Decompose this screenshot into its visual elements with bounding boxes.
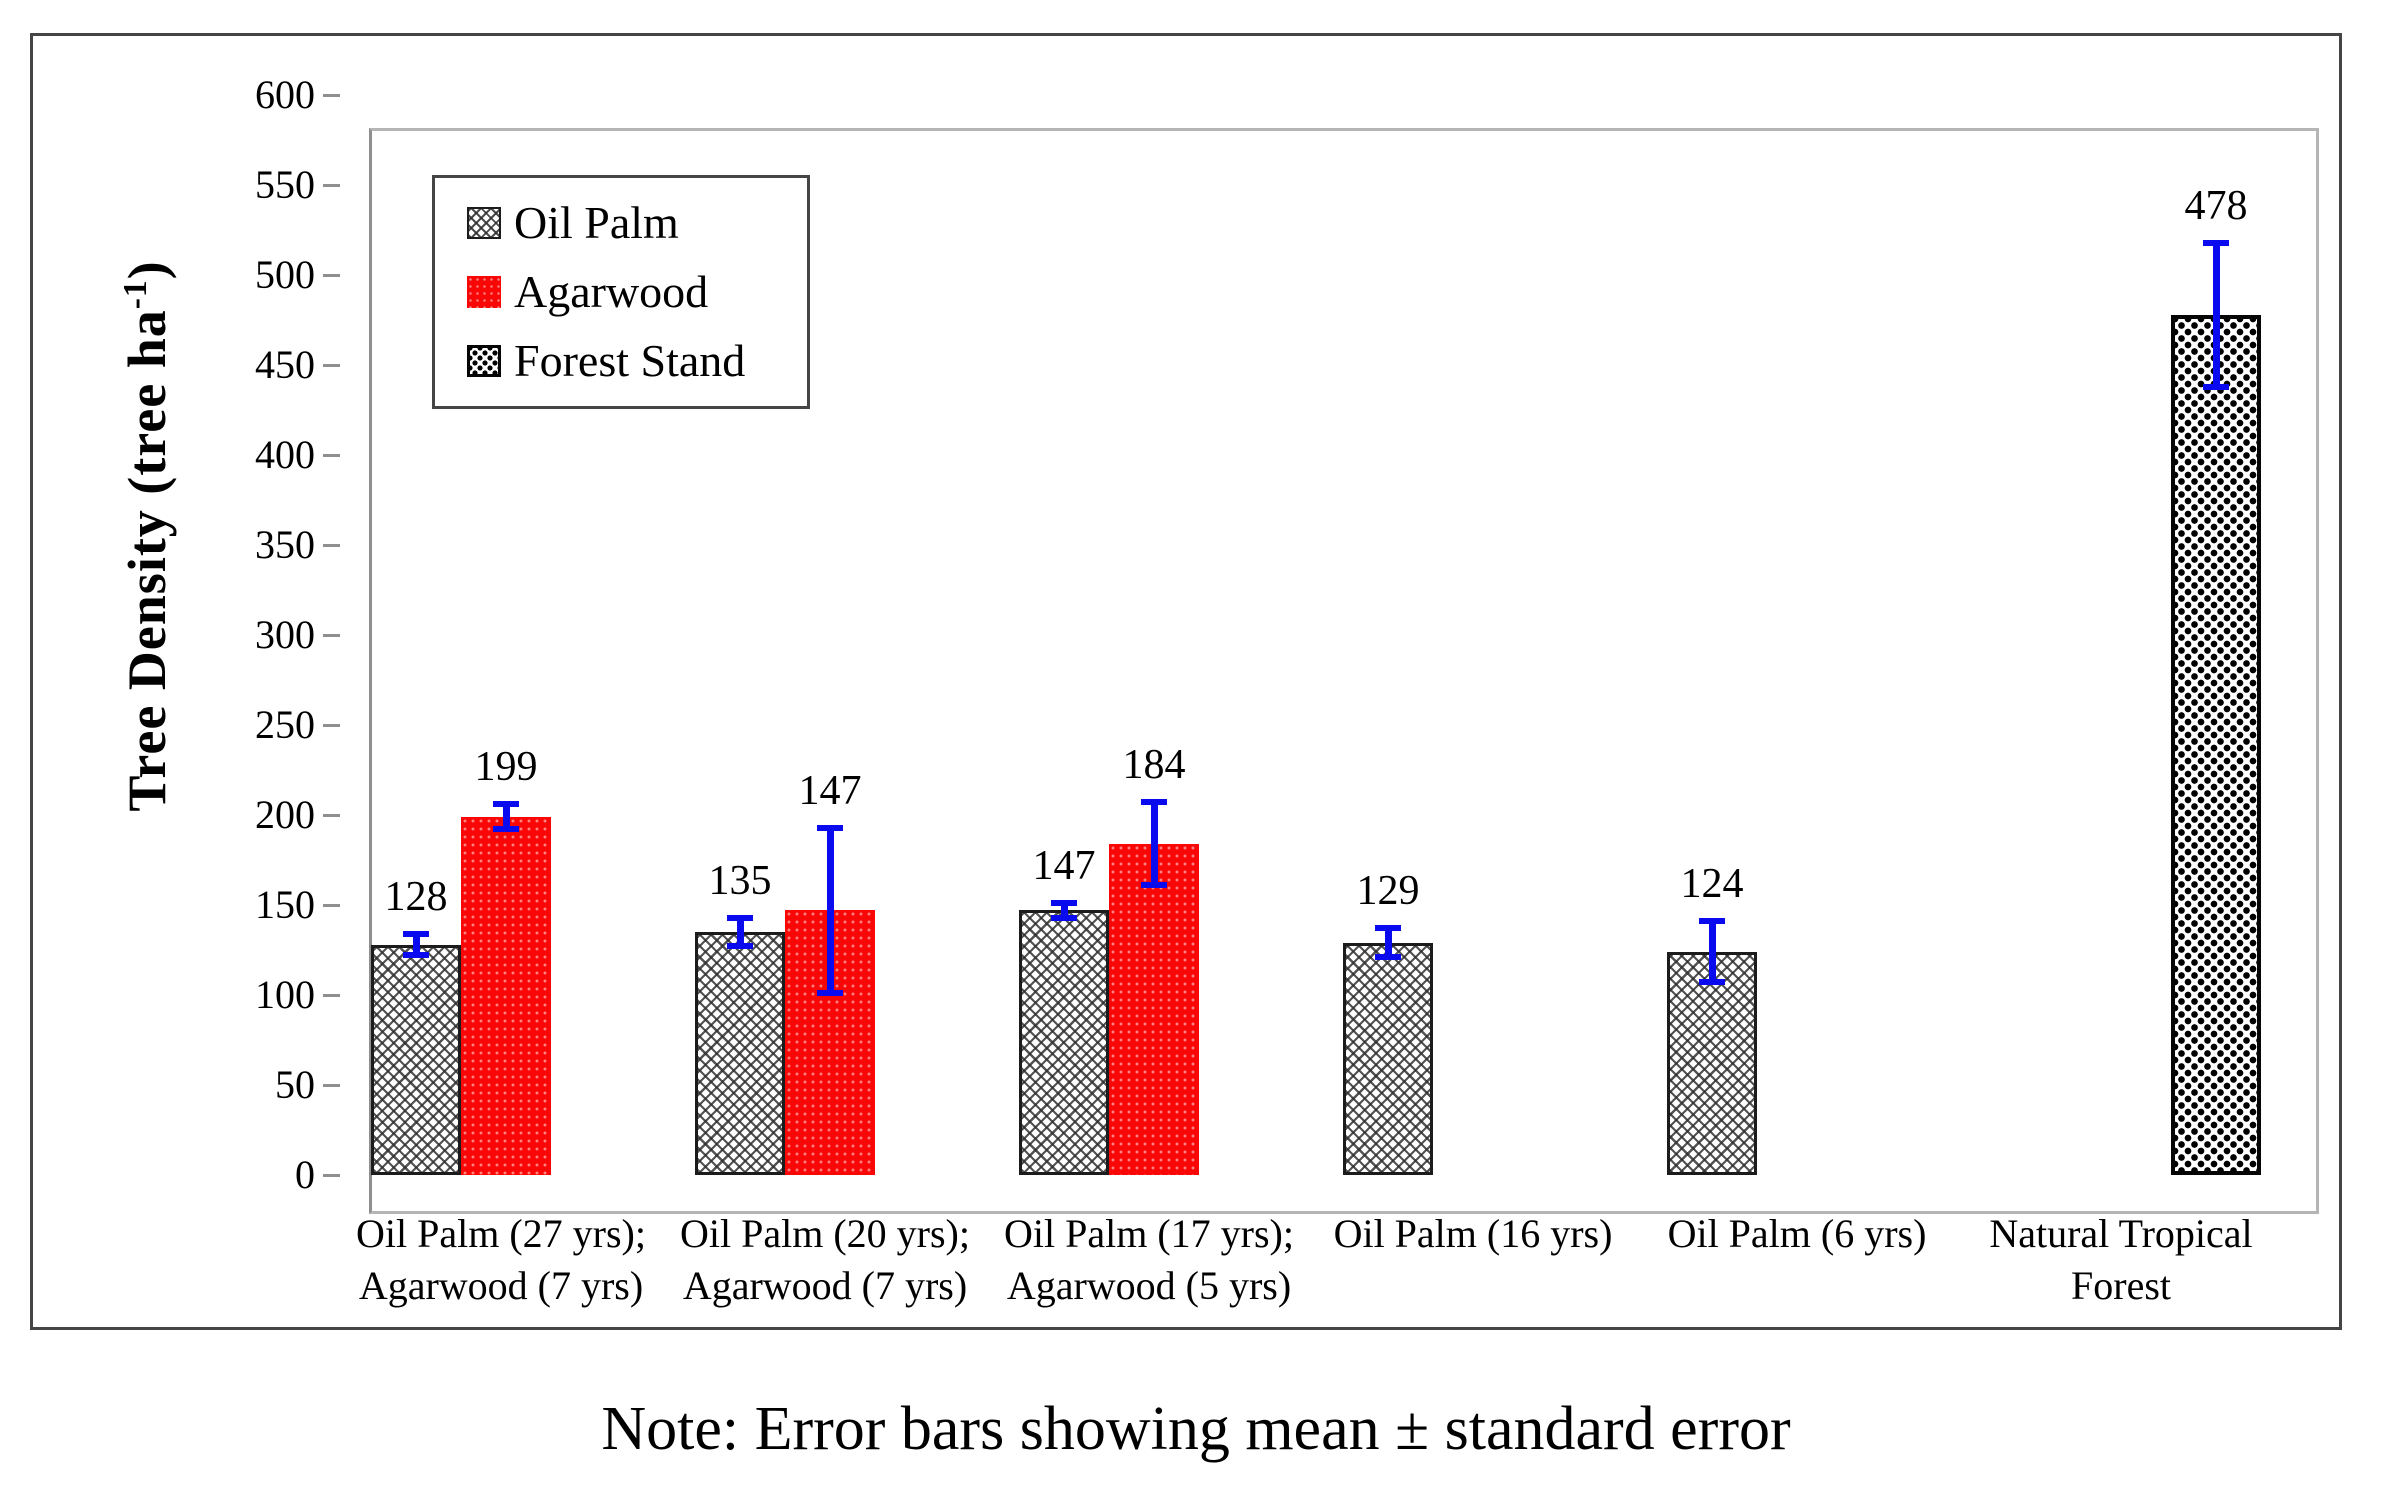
- bar-oilpalm-0: [371, 944, 461, 1175]
- error-bar-stem: [2212, 242, 2220, 387]
- x-category-label-0: Oil Palm (27 yrs); Agarwood (7 yrs): [356, 1211, 646, 1308]
- error-bar-stem: [1708, 921, 1716, 983]
- forest-stand-swatch-icon: [467, 345, 501, 378]
- x-category-label-3: Oil Palm (16 yrs): [1333, 1211, 1613, 1256]
- y-tick-label-100: 100: [255, 972, 315, 1017]
- error-bar-cap-top: [493, 801, 519, 808]
- y-tick-label-0: 0: [295, 1152, 315, 1197]
- y-tick-50: [323, 1084, 340, 1087]
- y-tick-0: [323, 1174, 340, 1177]
- error-bar-cap-top: [1141, 799, 1167, 806]
- error-bar-cap-bottom: [727, 943, 753, 950]
- agarwood-swatch-icon: [467, 275, 501, 308]
- error-bar-cap-bottom: [1051, 914, 1077, 921]
- error-bar-stem: [412, 933, 420, 956]
- error-bar-stem: [736, 917, 744, 947]
- value-label-oilpalm-4: 124: [1680, 861, 1744, 908]
- error-bar-cap-bottom: [493, 826, 519, 833]
- y-tick-label-450: 450: [255, 342, 315, 387]
- chart-note: Note: Error bars showing mean ± standard…: [601, 1395, 1791, 1463]
- y-tick-label-200: 200: [255, 792, 315, 837]
- error-bar-stem: [1060, 903, 1068, 918]
- x-category-label-2: Oil Palm (17 yrs); Agarwood (5 yrs): [1004, 1211, 1294, 1308]
- x-category-label-1: Oil Palm (20 yrs); Agarwood (7 yrs): [680, 1211, 970, 1308]
- error-bar-stem: [502, 804, 510, 830]
- y-tick-label-50: 50: [275, 1062, 315, 1107]
- y-tick-label-500: 500: [255, 252, 315, 297]
- y-tick-450: [323, 364, 340, 367]
- error-bar-cap-top: [403, 930, 429, 937]
- error-bar-cap-top: [1699, 918, 1725, 925]
- legend-label-agarwood: Agarwood: [514, 265, 709, 317]
- y-tick-label-300: 300: [255, 612, 315, 657]
- error-bar-cap-top: [2203, 239, 2229, 246]
- legend-item-agarwood: Agarwood: [467, 262, 807, 322]
- error-bar-stem: [1384, 928, 1392, 958]
- chart-layer: 0 50 100 150 200 250 300 350 400 450 500 550 600 Oil …: [33, 36, 2339, 1327]
- bar-oilpalm-2: [1019, 910, 1109, 1175]
- error-bar-stem: [1150, 802, 1158, 886]
- y-tick-label-250: 250: [255, 702, 315, 747]
- y-tick-550: [323, 184, 340, 187]
- error-bar-stem: [826, 827, 834, 994]
- y-tick-label-550: 550: [255, 162, 315, 207]
- y-tick-200: [323, 814, 340, 817]
- y-tick-150: [323, 904, 340, 907]
- error-bar-cap-top: [1051, 900, 1077, 907]
- bar-oilpalm-3: [1343, 942, 1433, 1175]
- x-category-label-5: Natural Tropical Forest: [1989, 1211, 2253, 1308]
- error-bar-cap-top: [727, 914, 753, 921]
- bar-oilpalm-4: [1667, 951, 1757, 1175]
- value-label-forest-5: 478: [2184, 182, 2248, 229]
- legend-item-forest-stand: Forest Stand: [467, 331, 807, 391]
- y-tick-label-600: 600: [255, 72, 315, 117]
- error-bar-cap-top: [817, 824, 843, 831]
- error-bar-cap-bottom: [1699, 979, 1725, 986]
- legend: Oil Palm Agarwood Forest Stand: [432, 175, 810, 409]
- value-label-agarwood-1: 147: [798, 767, 862, 814]
- x-category-label-4: Oil Palm (6 yrs): [1667, 1211, 1927, 1256]
- value-label-agarwood-0: 199: [474, 744, 538, 791]
- y-tick-400: [323, 454, 340, 457]
- error-bar-cap-bottom: [1375, 954, 1401, 961]
- error-bar-cap-bottom: [2203, 383, 2229, 390]
- legend-label-forest-stand: Forest Stand: [514, 335, 746, 387]
- error-bar-cap-bottom: [403, 952, 429, 959]
- bar-oilpalm-1: [695, 932, 785, 1175]
- y-tick-600: [323, 94, 340, 97]
- oil-palm-swatch-icon: [467, 206, 501, 239]
- y-tick-label-400: 400: [255, 432, 315, 477]
- value-label-oilpalm-1: 135: [708, 857, 772, 904]
- bar-forest-5: [2171, 314, 2261, 1175]
- error-bar-cap-top: [1375, 925, 1401, 932]
- y-tick-250: [323, 724, 340, 727]
- y-tick-100: [323, 994, 340, 997]
- y-tick-label-350: 350: [255, 522, 315, 567]
- y-tick-300: [323, 634, 340, 637]
- value-label-oilpalm-2: 147: [1032, 843, 1096, 890]
- y-tick-label-150: 150: [255, 882, 315, 927]
- bar-agarwood-1: [785, 910, 875, 1175]
- error-bar-cap-bottom: [817, 990, 843, 997]
- bar-agarwood-0: [461, 816, 551, 1175]
- value-label-agarwood-2: 184: [1122, 742, 1186, 789]
- y-tick-350: [323, 544, 340, 547]
- chart-frame: Tree Density (tree ha-1) 0 50 100 150 200 250…: [30, 33, 2342, 1330]
- value-label-oilpalm-0: 128: [384, 873, 448, 920]
- bar-agarwood-2: [1109, 843, 1199, 1175]
- y-tick-500: [323, 274, 340, 277]
- legend-item-oil-palm: Oil Palm: [467, 193, 807, 253]
- value-label-oilpalm-3: 129: [1356, 868, 1420, 915]
- error-bar-cap-bottom: [1141, 882, 1167, 889]
- legend-label-oil-palm: Oil Palm: [514, 196, 679, 248]
